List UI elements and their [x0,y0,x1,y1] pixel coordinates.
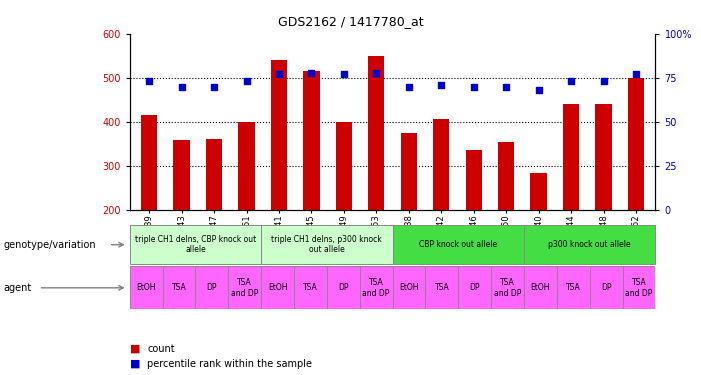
Text: agent: agent [4,283,32,293]
Bar [206,139,222,298]
Point [306,69,317,75]
Point [435,82,447,88]
Point [566,78,577,84]
Bar [336,122,352,298]
Text: genotype/variation: genotype/variation [4,240,96,250]
Bar [393,266,426,309]
Bar [531,173,547,298]
Text: triple CH1 delns, CBP knock out
allele: triple CH1 delns, CBP knock out allele [135,235,256,254]
Bar [130,225,261,264]
Text: EtOH: EtOH [268,284,287,292]
Bar [401,134,417,298]
Text: ■: ■ [130,359,140,369]
Point [371,69,382,75]
Text: DP: DP [338,284,348,292]
Bar [294,266,327,309]
Bar [271,60,287,298]
Text: TSA: TSA [435,284,449,292]
Point [144,78,155,84]
Text: TSA: TSA [172,284,186,292]
Text: TSA: TSA [303,284,318,292]
Point [339,71,350,77]
Text: TSA
and DP: TSA and DP [494,278,522,297]
Text: TSA
and DP: TSA and DP [625,278,653,297]
Point [533,87,544,93]
Bar [426,266,458,309]
Text: TSA
and DP: TSA and DP [231,278,259,297]
Bar [458,266,491,309]
Bar [433,119,449,298]
Bar [368,56,384,298]
Text: EtOH: EtOH [400,284,418,292]
Bar [261,266,294,309]
Point [598,78,609,84]
Bar [238,122,254,298]
Bar [524,225,655,264]
Bar [261,225,393,264]
Bar [141,115,157,298]
Bar [229,266,261,309]
Bar [622,266,655,309]
Text: percentile rank within the sample: percentile rank within the sample [147,359,312,369]
Point [273,71,285,77]
Bar [393,225,524,264]
Bar [595,104,612,298]
Bar [628,78,644,298]
Text: DP: DP [470,284,480,292]
Text: GDS2162 / 1417780_at: GDS2162 / 1417780_at [278,15,423,28]
Text: TSA
and DP: TSA and DP [362,278,390,297]
Bar [304,71,320,298]
Text: triple CH1 delns, p300 knock
out allele: triple CH1 delns, p300 knock out allele [271,235,382,254]
Bar [196,266,229,309]
Point [468,84,479,90]
Text: EtOH: EtOH [531,284,550,292]
Text: EtOH: EtOH [137,284,156,292]
Bar [563,104,579,298]
Text: DP: DP [207,284,217,292]
Text: DP: DP [601,284,611,292]
Point [241,78,252,84]
Text: count: count [147,344,175,354]
Point [403,84,414,90]
Bar [130,266,163,309]
Bar [465,150,482,298]
Point [176,84,187,90]
Bar [524,266,557,309]
Bar [590,266,622,309]
Point [630,71,641,77]
Bar [327,266,360,309]
Bar [163,266,196,309]
Bar [360,266,393,309]
Text: ■: ■ [130,344,140,354]
Point [501,84,512,90]
Text: p300 knock out allele: p300 knock out allele [548,240,631,249]
Text: TSA: TSA [566,284,580,292]
Point [208,84,219,90]
Bar [174,140,190,298]
Bar [491,266,524,309]
Bar [498,142,515,298]
Text: CBP knock out allele: CBP knock out allele [419,240,497,249]
Bar [557,266,590,309]
